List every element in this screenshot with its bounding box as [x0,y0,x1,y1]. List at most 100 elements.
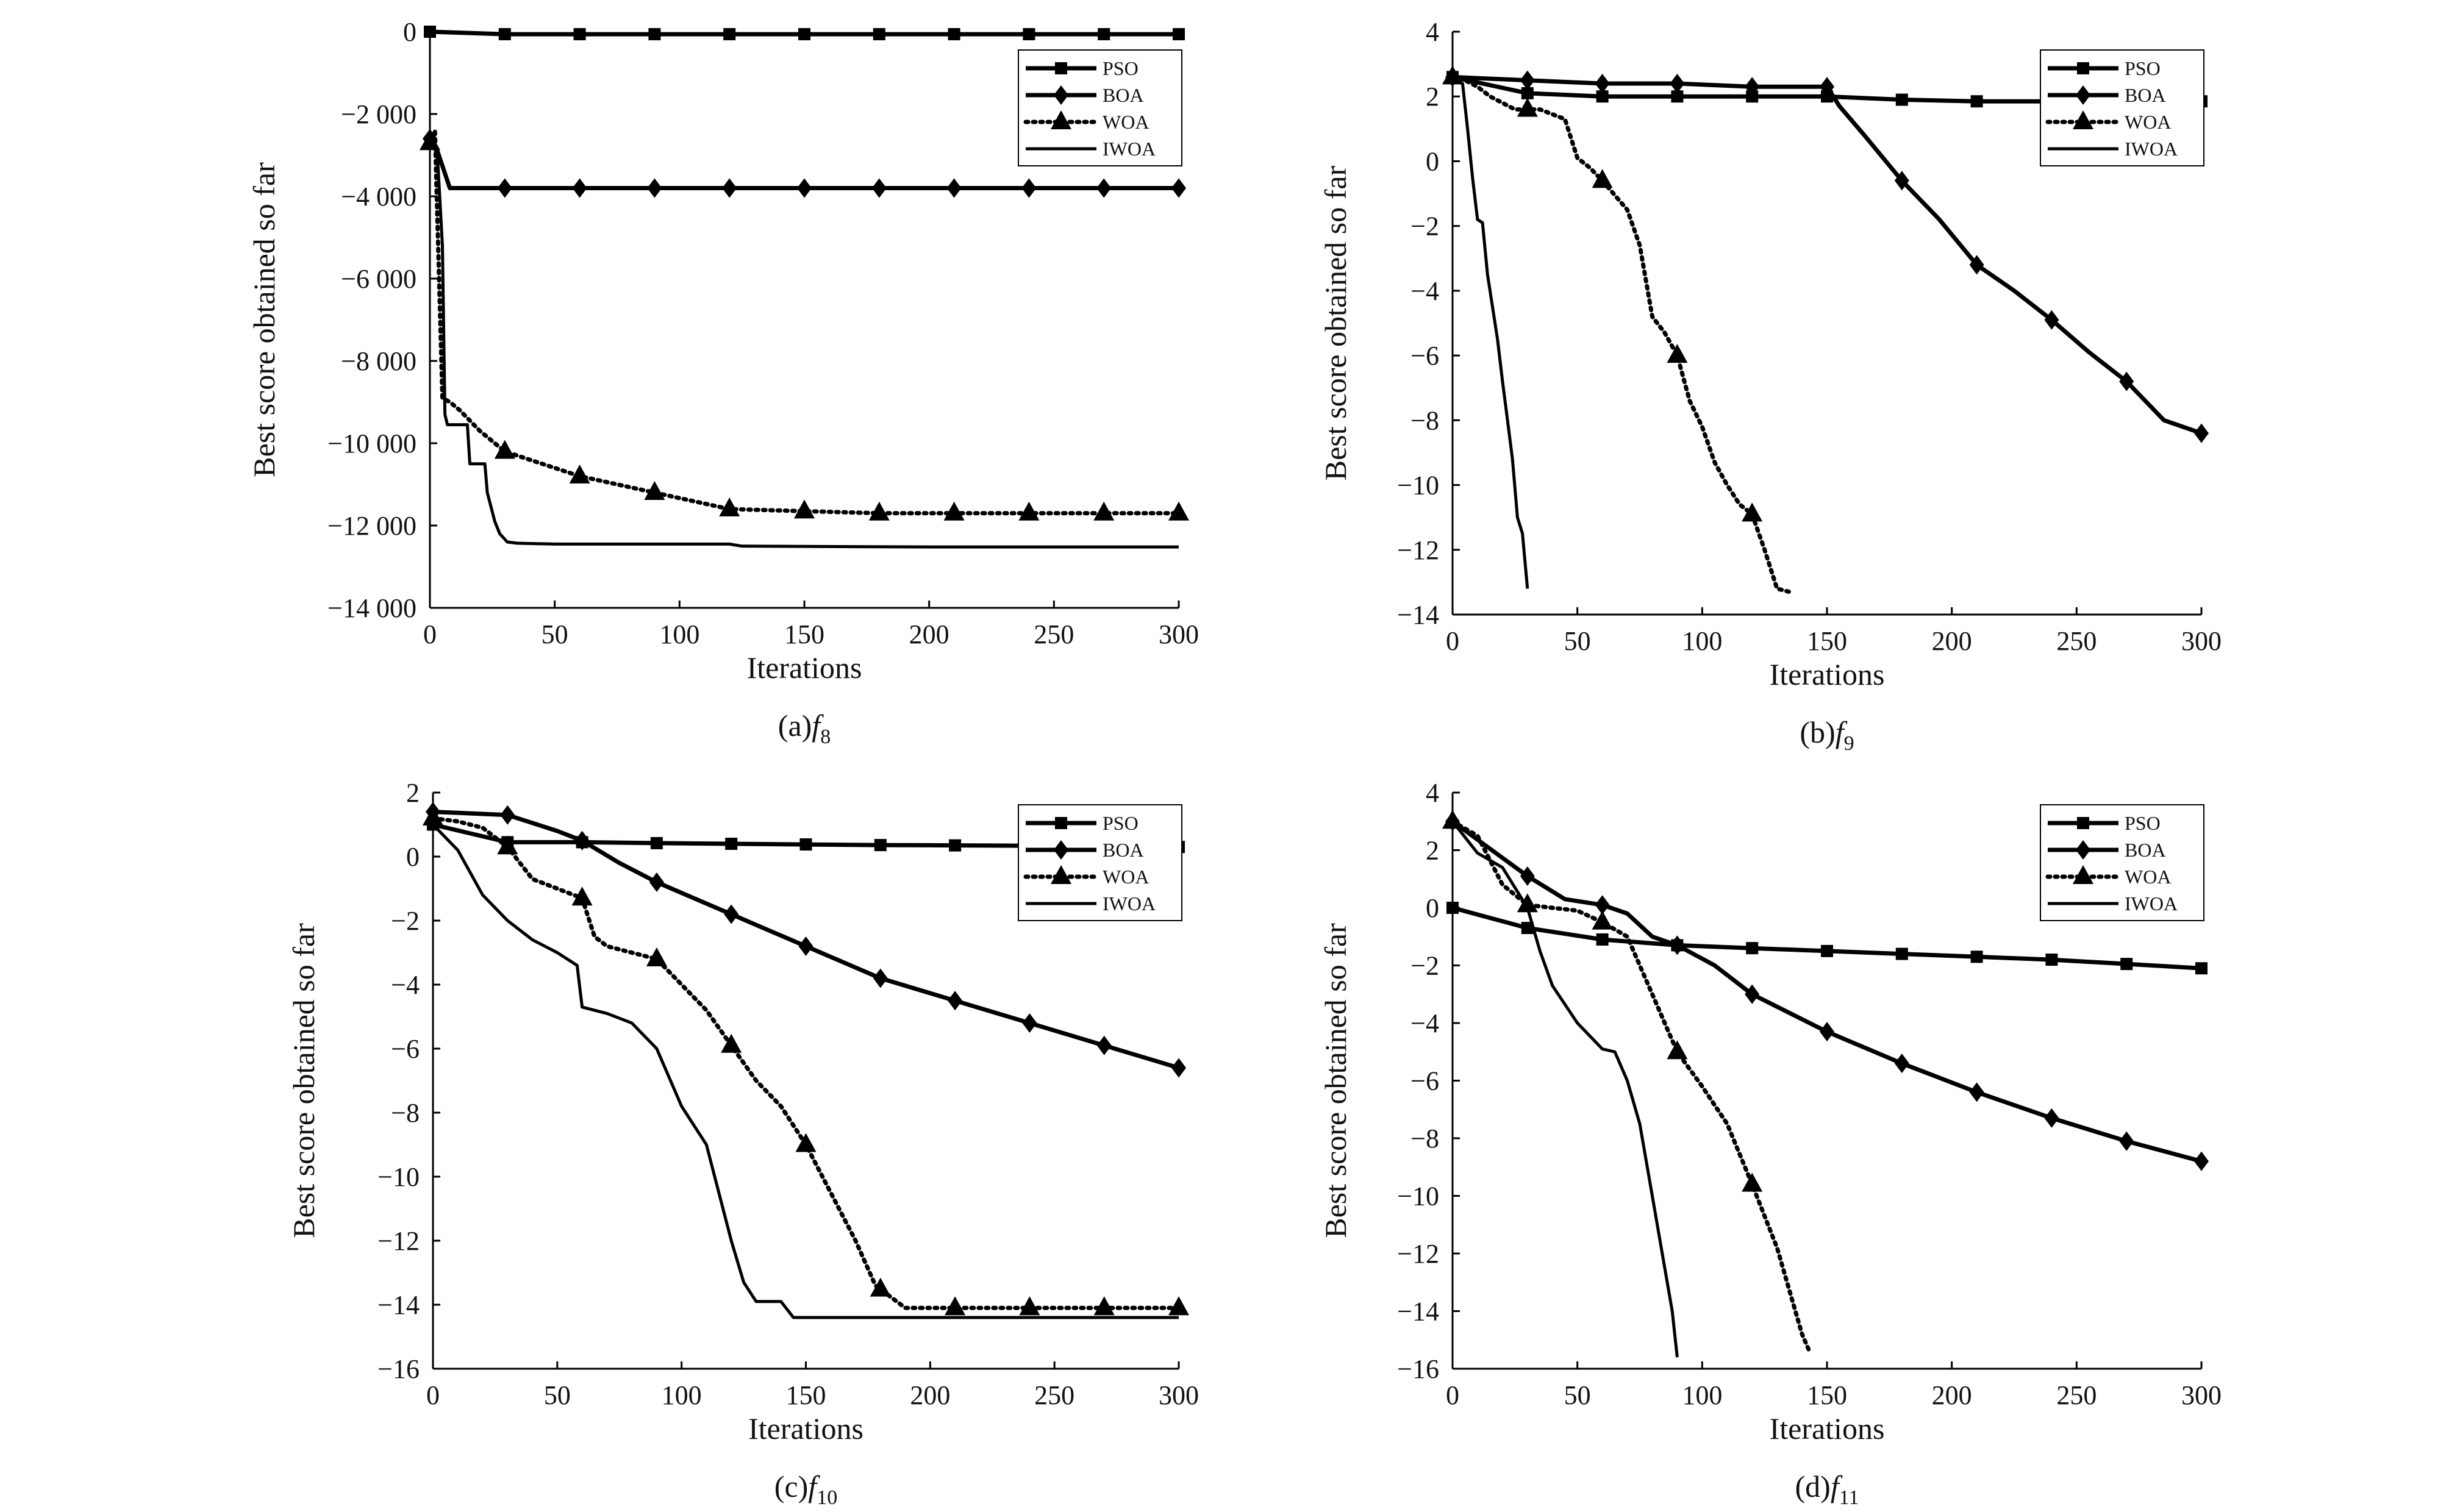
x-tick-label: 50 [542,619,568,649]
marker-boa [1969,1082,1984,1102]
marker-boa [649,872,664,892]
legend-label-woa: WOA [1103,111,1149,133]
y-tick-label: −2 [391,906,420,936]
legend-label-woa: WOA [1103,866,1149,888]
x-tick-label: 100 [1682,626,1722,656]
marker-woa [794,499,815,519]
x-tick-label: 0 [1446,1380,1459,1410]
y-tick-label: 0 [1426,146,1439,176]
x-tick-label: 50 [544,1380,571,1410]
x-axis-label: Iterations [748,1411,863,1446]
x-tick-label: 100 [1682,1380,1722,1410]
x-tick-label: 150 [1807,626,1847,656]
y-tick-label: −6 [391,1034,420,1064]
panel-d: 0 50 100 150 200 250 300 4 2 0 −2 −4 −6 −8 −10 −12 −14 −1… [1318,778,2222,1509]
marker-woa [1018,501,1040,521]
y-tick-label: −10 [1397,1182,1439,1211]
y-tick-label: 0 [1426,893,1439,923]
marker-boa [1820,1022,1834,1042]
marker-woa [1019,1296,1040,1316]
y-tick-label: −8 000 [341,346,417,376]
marker-boa [798,936,813,956]
x-axis-label: Iterations [747,651,862,685]
marker-pso [1895,947,1908,960]
marker-pso [650,836,663,849]
marker-boa [946,178,962,198]
marker-boa [1520,866,1535,886]
y-tick-label: −2 [1410,951,1439,981]
x-tick-label: 300 [1159,619,1199,649]
y-tick-label: −10 000 [327,429,417,458]
marker-boa [871,178,887,198]
panel-b: 0 50 100 150 200 250 300 4 2 0 −2 −4 −6 −8 −10 −12 −14 It… [1318,17,2222,755]
marker-pso [1746,942,1759,955]
series-line-boa [1451,819,2202,1164]
y-tick-label: −4 [391,970,420,1000]
marker-boa [2194,423,2209,443]
x-tick-label: 250 [1034,619,1074,649]
marker-pso [1596,933,1609,946]
legend-marker-pso [2077,62,2089,74]
panel-caption: (c)f10 [774,1469,837,1509]
legend-label-pso: PSO [2125,812,2161,834]
y-tick-label: −2 [1410,212,1439,241]
marker-boa [1670,73,1685,93]
marker-pso [723,28,736,41]
marker-pso [1023,28,1035,41]
x-tick-label: 250 [2056,1380,2097,1410]
marker-boa [1022,1013,1037,1033]
marker-woa [497,835,518,855]
legend-label-pso: PSO [2125,57,2161,79]
y-tick-label: 0 [406,842,420,872]
series-line-woa [1450,74,1792,594]
y-tick-label: −6 [1410,1066,1439,1096]
marker-boa [1171,178,1186,198]
marker-woa [870,1277,891,1297]
x-tick-label: 200 [910,1380,950,1410]
marker-boa [873,968,888,988]
y-tick-label: −8 [391,1098,420,1128]
marker-woa [1667,1040,1688,1060]
marker-boa [1969,255,1984,275]
marker-woa [494,440,515,459]
legend-label-iwoa: IWOA [1103,893,1156,915]
y-tick-label: −14 000 [327,593,417,623]
panel-c: 0 50 100 150 200 250 300 2 0 −2 −4 −6 −8 −10 −12 −14 −16… [287,778,1199,1509]
marker-boa [1745,984,1760,1004]
x-tick-label: 300 [2181,626,2222,656]
marker-boa [1670,935,1685,955]
x-tick-label: 150 [786,1380,826,1410]
y-tick-label: −10 [377,1162,420,1192]
legend-label-iwoa: IWOA [1103,138,1156,160]
legend-marker-boa [1054,85,1068,105]
y-tick-label: −4 [1410,276,1439,306]
marker-woa [1667,344,1688,363]
series-line-woa [1450,819,1812,1354]
marker-woa [571,886,593,906]
y-tick-label: −12 [377,1226,420,1256]
marker-woa [1093,1296,1115,1316]
panel-caption: (d)f11 [1795,1469,1859,1509]
y-tick-label: 2 [1426,82,1439,112]
y-tick-label: −10 [1397,471,1439,501]
legend-marker-woa [1051,110,1071,129]
marker-boa [1096,1035,1112,1055]
marker-boa [1096,178,1112,198]
y-tick-label: 4 [1426,17,1439,47]
marker-woa [1592,169,1613,188]
y-tick-label: −14 [1397,1297,1439,1327]
legend-label-boa: BOA [2125,839,2166,861]
y-tick-label: −4 [1410,1008,1439,1038]
marker-woa [719,497,740,516]
x-tick-label: 50 [1564,626,1591,656]
marker-woa [569,465,590,483]
marker-boa [797,178,812,198]
marker-boa [2194,1151,2209,1171]
marker-boa [1520,70,1535,90]
y-tick-label: 2 [406,778,420,808]
marker-pso [1521,922,1534,935]
marker-boa [1595,73,1610,93]
legend-marker-pso [1055,62,1067,74]
x-tick-label: 300 [2181,1380,2222,1410]
